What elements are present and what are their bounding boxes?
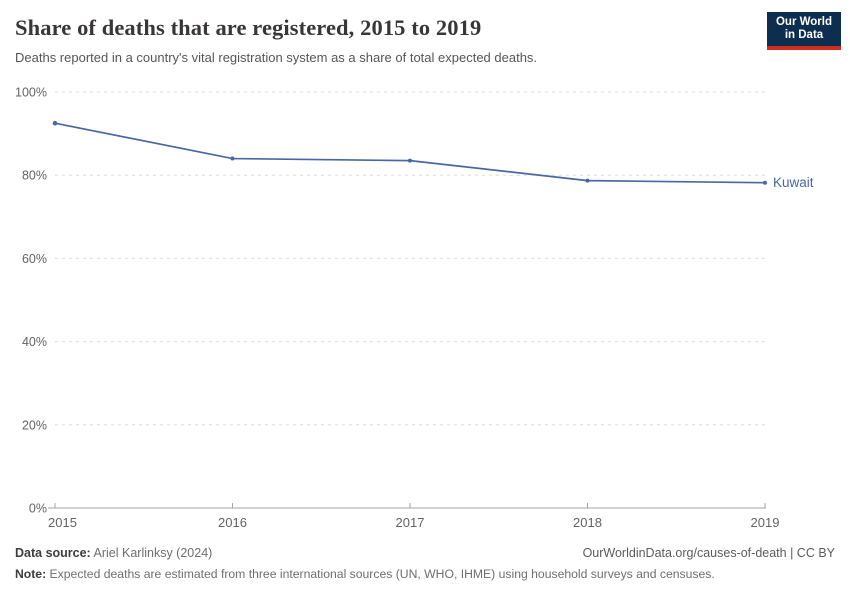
data-point[interactable] [585, 178, 590, 183]
chart-footer: Data source: Ariel Karlinksy (2024) OurW… [15, 546, 835, 581]
chart-subtitle: Deaths reported in a country's vital reg… [15, 50, 538, 65]
y-axis-tick-label: 0% [29, 502, 47, 516]
x-axis-tick-label: 2019 [751, 515, 780, 530]
data-source-label: Data source: [15, 546, 91, 560]
x-axis-tick-label: 2016 [218, 515, 247, 530]
x-axis-tick-label: 2017 [396, 515, 425, 530]
data-source: Data source: Ariel Karlinksy (2024) [15, 546, 212, 560]
y-axis-tick-label: 40% [22, 335, 47, 349]
y-axis-tick-label: 80% [22, 169, 47, 183]
owid-logo-line1: Our World [775, 16, 832, 28]
chart-title: Share of deaths that are registered, 201… [15, 15, 482, 40]
x-axis-tick-label: 2018 [573, 515, 602, 530]
owid-link[interactable]: OurWorldinData.org/causes-of-death | CC … [582, 546, 835, 560]
owid-logo[interactable]: Our World in Data [767, 12, 841, 50]
series-label-kuwait[interactable]: Kuwait [773, 175, 814, 190]
data-source-text: Ariel Karlinksy (2024) [90, 546, 213, 560]
x-axis-tick-label: 2015 [48, 515, 77, 530]
chart-header: Share of deaths that are registered, 201… [15, 14, 750, 65]
data-point[interactable] [52, 120, 58, 126]
note-label: Note: [15, 567, 47, 581]
note-text: Expected deaths are estimated from three… [46, 567, 715, 581]
y-axis-tick-label: 60% [22, 252, 47, 266]
owid-logo-line2: in Data [784, 29, 824, 41]
data-point[interactable] [408, 158, 412, 163]
data-point[interactable] [230, 156, 235, 161]
data-point[interactable] [763, 180, 767, 185]
y-axis-tick-label: 100% [15, 86, 47, 100]
series-line-kuwait[interactable] [54, 122, 766, 184]
y-axis-tick-label: 20% [22, 418, 47, 432]
chart-note: Note: Expected deaths are estimated from… [15, 567, 835, 581]
